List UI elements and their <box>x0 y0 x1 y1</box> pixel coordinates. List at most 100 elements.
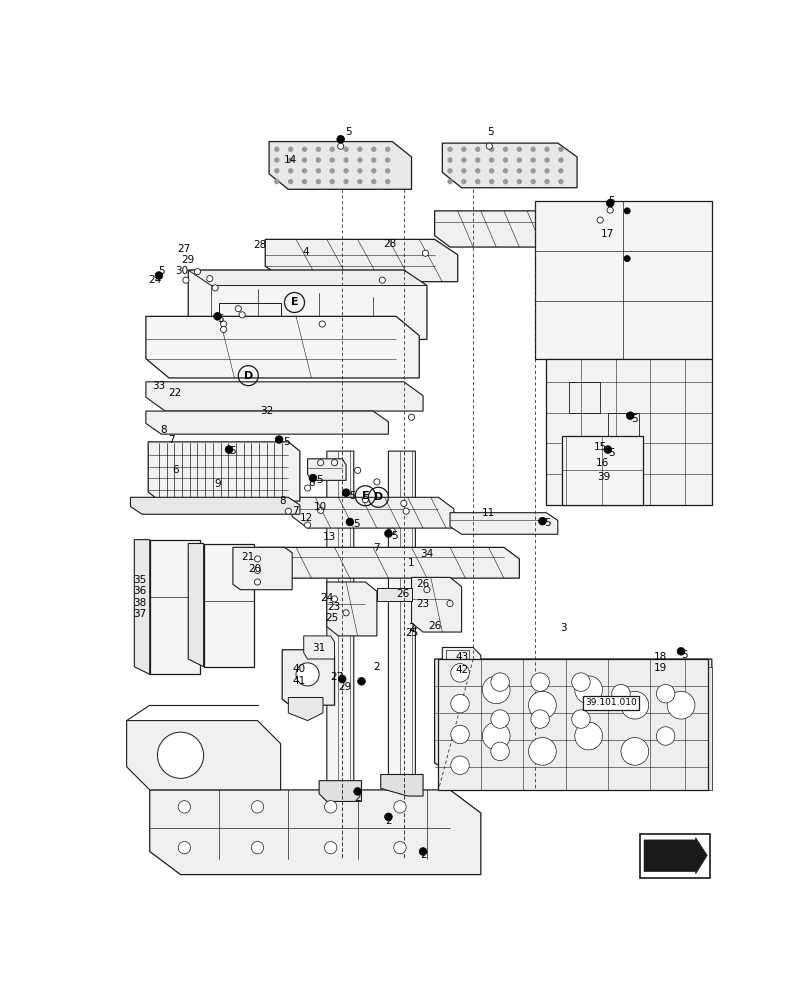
Circle shape <box>288 179 293 184</box>
Circle shape <box>490 673 508 691</box>
Circle shape <box>384 179 390 184</box>
Text: 27: 27 <box>330 672 343 682</box>
Text: 2: 2 <box>354 793 361 803</box>
Text: 39.101.010: 39.101.010 <box>585 698 636 707</box>
Circle shape <box>304 485 311 491</box>
Circle shape <box>611 684 629 703</box>
Text: 38: 38 <box>133 598 146 608</box>
Polygon shape <box>127 721 281 790</box>
Circle shape <box>331 460 337 466</box>
Circle shape <box>655 727 674 745</box>
Polygon shape <box>326 582 376 636</box>
Text: 31: 31 <box>311 643 324 653</box>
Circle shape <box>530 157 535 163</box>
Text: 8: 8 <box>307 478 315 488</box>
Circle shape <box>557 147 563 152</box>
Polygon shape <box>188 544 204 667</box>
Circle shape <box>207 276 212 282</box>
Text: 39: 39 <box>597 472 610 482</box>
Circle shape <box>343 168 349 174</box>
Circle shape <box>620 738 648 765</box>
Text: 5: 5 <box>391 531 397 541</box>
Circle shape <box>362 497 368 503</box>
Polygon shape <box>319 781 361 801</box>
Circle shape <box>450 756 469 774</box>
Text: 5: 5 <box>349 491 355 501</box>
Text: 2: 2 <box>384 816 391 826</box>
Circle shape <box>447 168 453 174</box>
Text: 18: 18 <box>653 652 666 662</box>
Text: 11: 11 <box>481 508 495 518</box>
Polygon shape <box>148 442 299 501</box>
Circle shape <box>357 157 363 163</box>
Text: 28: 28 <box>253 240 266 250</box>
Polygon shape <box>146 316 418 378</box>
Circle shape <box>516 168 521 174</box>
Circle shape <box>254 579 260 585</box>
Text: 41: 41 <box>292 676 306 686</box>
Circle shape <box>393 801 406 813</box>
Text: 22: 22 <box>169 388 182 398</box>
Circle shape <box>474 179 480 184</box>
Text: 5: 5 <box>680 650 688 660</box>
Circle shape <box>502 157 508 163</box>
Circle shape <box>402 508 409 514</box>
Circle shape <box>343 179 349 184</box>
Polygon shape <box>131 497 299 514</box>
Circle shape <box>676 647 684 655</box>
Circle shape <box>274 147 279 152</box>
Circle shape <box>371 179 376 184</box>
Polygon shape <box>442 143 577 188</box>
Text: 42: 42 <box>454 665 468 675</box>
Text: 25: 25 <box>405 628 418 638</box>
Polygon shape <box>188 270 427 286</box>
Circle shape <box>371 157 376 163</box>
Text: 23: 23 <box>416 599 429 609</box>
Polygon shape <box>449 513 557 534</box>
Bar <box>639 834 709 878</box>
Circle shape <box>302 179 307 184</box>
Circle shape <box>543 147 549 152</box>
Circle shape <box>345 518 354 526</box>
Circle shape <box>490 742 508 761</box>
Circle shape <box>357 677 365 685</box>
Text: 26: 26 <box>396 589 410 599</box>
Circle shape <box>655 684 674 703</box>
Circle shape <box>422 250 428 256</box>
Circle shape <box>625 412 633 420</box>
Polygon shape <box>146 411 388 434</box>
Text: 5: 5 <box>345 127 351 137</box>
Text: 9: 9 <box>214 479 221 489</box>
Circle shape <box>178 841 191 854</box>
Circle shape <box>324 841 337 854</box>
Text: 30: 30 <box>175 266 188 276</box>
Circle shape <box>384 530 392 537</box>
Text: 6: 6 <box>173 465 179 475</box>
Polygon shape <box>307 459 345 480</box>
Text: 17: 17 <box>600 229 614 239</box>
Text: 7: 7 <box>372 543 379 553</box>
Text: 16: 16 <box>595 458 608 468</box>
Text: 21: 21 <box>242 552 255 562</box>
Circle shape <box>530 179 535 184</box>
Circle shape <box>371 147 376 152</box>
Text: 24: 24 <box>148 275 161 285</box>
Circle shape <box>274 157 279 163</box>
Circle shape <box>324 801 337 813</box>
Text: D: D <box>243 371 252 381</box>
Text: 26: 26 <box>416 579 429 589</box>
Circle shape <box>338 675 345 683</box>
Circle shape <box>302 147 307 152</box>
Circle shape <box>285 508 291 514</box>
Polygon shape <box>388 451 415 794</box>
Circle shape <box>502 147 508 152</box>
Circle shape <box>178 801 191 813</box>
Circle shape <box>238 312 245 318</box>
Text: 5: 5 <box>607 196 614 206</box>
Circle shape <box>418 848 427 855</box>
Circle shape <box>530 168 535 174</box>
Circle shape <box>357 168 363 174</box>
Circle shape <box>461 179 466 184</box>
Circle shape <box>315 147 320 152</box>
Circle shape <box>309 474 316 482</box>
